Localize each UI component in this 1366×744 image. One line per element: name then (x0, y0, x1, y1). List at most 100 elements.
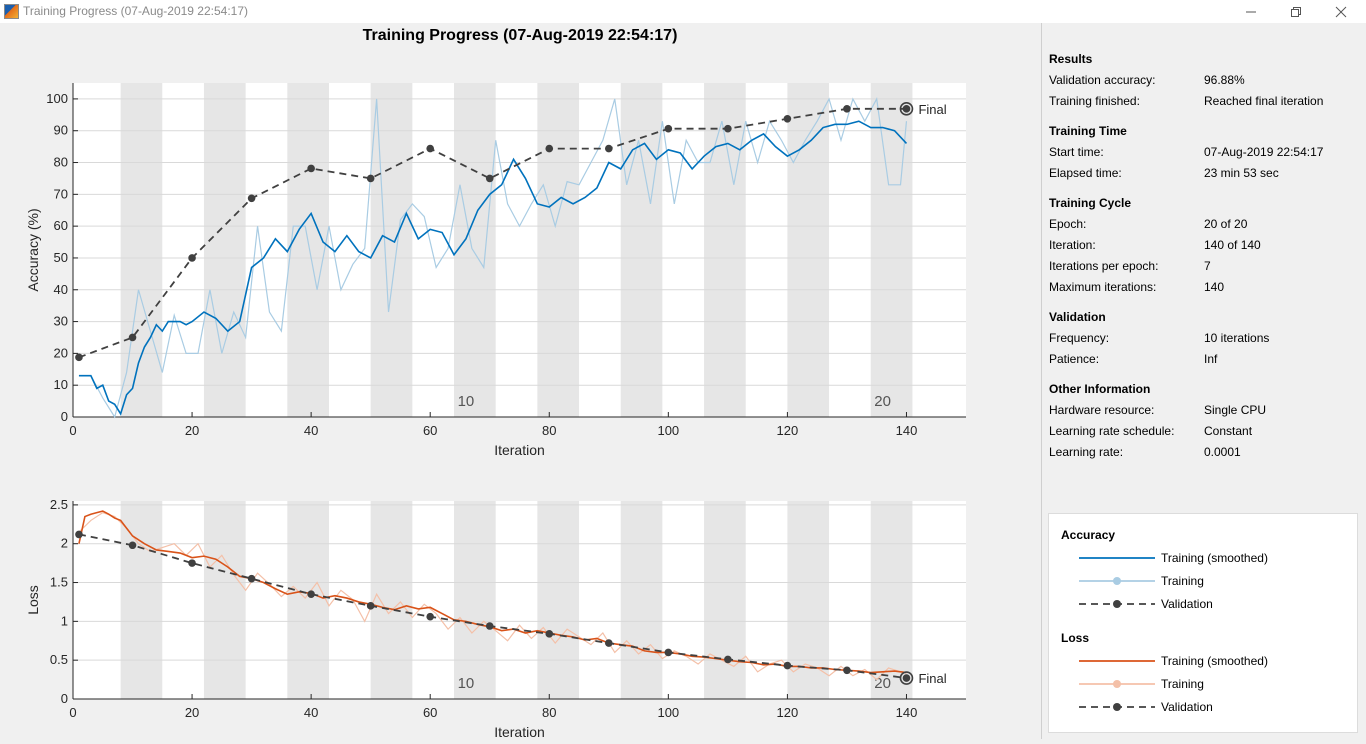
y-axis-label: Loss (25, 585, 41, 615)
info-label: Hardware resource: (1049, 403, 1155, 417)
info-row: Iterations per epoch: 7 (1049, 256, 1359, 277)
y-tick-label: 60 (54, 218, 68, 233)
info-label: Elapsed time: (1049, 166, 1122, 180)
y-tick-label: 90 (54, 123, 68, 138)
info-row: Maximum iterations: 140 (1049, 277, 1359, 298)
validation-point (247, 574, 256, 583)
acc-series-validation (78, 107, 907, 359)
validation-point (843, 666, 851, 675)
info-label: Validation accuracy: (1049, 73, 1156, 87)
info-row: Epoch: 20 of 20 (1049, 214, 1359, 235)
legend-item: Validation (1079, 596, 1349, 612)
epoch-label: 20 (874, 675, 891, 692)
info-value: 23 min 53 sec (1204, 166, 1279, 180)
info-value: 96.88% (1204, 73, 1245, 87)
y-tick-label: 30 (54, 314, 68, 329)
epoch-band (203, 83, 246, 417)
x-tick-label: 40 (304, 423, 318, 438)
x-tick-label: 80 (542, 705, 556, 720)
legend-heading: Loss (1061, 631, 1090, 645)
info-label: Learning rate: (1049, 445, 1124, 459)
validation-point (128, 541, 137, 550)
legend-swatch (1079, 600, 1155, 608)
info-value: 0.0001 (1204, 445, 1241, 459)
validation-point (485, 622, 494, 630)
y-tick-label: 70 (54, 186, 68, 201)
validation-point (724, 124, 732, 133)
info-section: Training Time Start time: 07-Aug-2019 22:5… (1049, 121, 1359, 184)
info-label: Iteration: (1049, 238, 1096, 252)
legend-label: Validation (1161, 597, 1213, 611)
epoch-band (370, 83, 413, 417)
info-value: 140 of 140 (1204, 238, 1261, 252)
y-tick-label: 40 (54, 282, 68, 297)
final-marker (899, 671, 914, 685)
epoch-band (454, 83, 496, 417)
acc-series-training-smoothed (78, 120, 908, 416)
validation-point (485, 174, 494, 183)
y-tick-label: 50 (54, 250, 68, 265)
validation-point (664, 124, 673, 133)
info-value: Inf (1204, 352, 1218, 366)
window-titlebar[interactable]: Training Progress (07-Aug-2019 22:54:17) (0, 0, 1366, 23)
y-tick-label: 2.5 (50, 497, 68, 512)
legend-swatch (1079, 557, 1155, 559)
minimize-button[interactable] (1228, 0, 1274, 23)
info-value: 7 (1204, 259, 1211, 273)
info-value: 07-Aug-2019 22:54:17 (1204, 145, 1324, 159)
y-tick-label: 2 (61, 536, 68, 551)
minimize-icon (1246, 11, 1256, 13)
final-label: Final (918, 671, 946, 686)
x-axis-label: Iteration (494, 724, 545, 739)
epoch-band (870, 501, 913, 699)
info-section-title: Other Information (1049, 382, 1151, 396)
info-row: Learning rate schedule: Constant (1049, 421, 1359, 442)
chart-title: Training Progress (07-Aug-2019 22:54:17) (363, 27, 678, 44)
close-button[interactable] (1318, 0, 1364, 23)
final-marker-dot (902, 105, 910, 113)
final-label: Final (918, 102, 946, 117)
info-section-title: Training Cycle (1049, 196, 1132, 210)
restore-button[interactable] (1273, 0, 1319, 23)
x-tick-label: 140 (896, 423, 918, 438)
x-tick-label: 0 (69, 423, 76, 438)
y-tick-label: 0 (61, 409, 68, 424)
training-progress-charts: Training Progress (07-Aug-2019 22:54:17)… (25, 27, 966, 740)
close-icon (1335, 6, 1347, 18)
info-row: Training finished: Reached final iteratio… (1049, 91, 1359, 112)
info-row: Iteration: 140 of 140 (1049, 235, 1359, 256)
restore-icon (1291, 7, 1301, 17)
epoch-band (454, 501, 496, 699)
x-tick-label: 100 (657, 705, 679, 720)
legend-label: Training (smoothed) (1161, 551, 1268, 565)
validation-point (307, 590, 315, 598)
info-value: 10 iterations (1204, 331, 1270, 345)
loss-plot: 0 0.5 1 1.5 2 2.5 0 20 40 60 80 100 120 140 Iteration L… (25, 497, 966, 740)
x-tick-label: 60 (423, 705, 437, 720)
x-axis-label: Iteration (494, 442, 545, 458)
validation-point (188, 559, 196, 567)
epoch-label: 10 (458, 393, 475, 410)
info-label: Start time: (1049, 145, 1104, 159)
info-label: Learning rate schedule: (1049, 424, 1175, 438)
validation-point (247, 194, 256, 203)
legend-swatch (1079, 703, 1155, 711)
x-tick-label: 80 (542, 423, 556, 438)
epoch-band (787, 501, 830, 699)
acc-series-training (78, 96, 908, 419)
y-axis-label: Accuracy (%) (25, 208, 41, 291)
info-section: Other Information Hardware resource: Singl… (1049, 379, 1359, 463)
legend-item: Training (smoothed) (1079, 550, 1349, 566)
y-tick-label: 20 (54, 345, 68, 360)
x-tick-label: 120 (777, 705, 799, 720)
epoch-label: 20 (874, 393, 891, 410)
epoch-band (537, 501, 580, 699)
training-info: Results Validation accuracy: 96.88% Trainin… (1049, 49, 1359, 472)
y-tick-label: 10 (54, 377, 68, 392)
validation-point (843, 105, 851, 113)
info-row: Hardware resource: Single CPU (1049, 400, 1359, 421)
legend-swatch (1079, 680, 1155, 688)
epoch-band (620, 83, 663, 417)
loss-series-training-smoothed (78, 510, 907, 674)
epoch-band (287, 501, 329, 699)
